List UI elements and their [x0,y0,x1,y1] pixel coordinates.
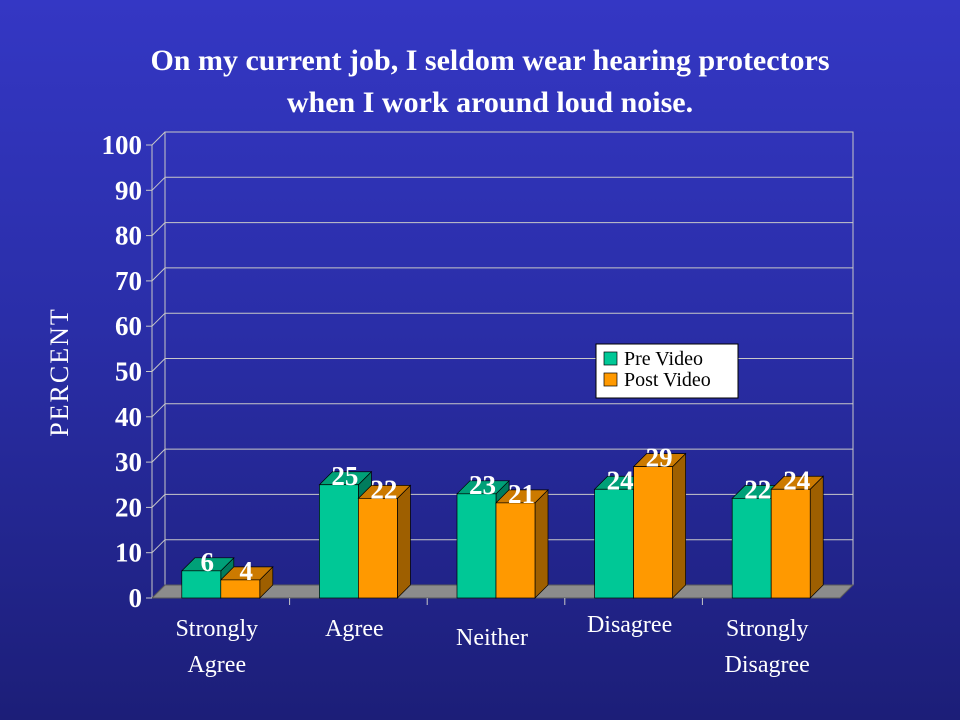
x-category-label: Strongly Agree [175,616,258,678]
data-label: 22 [744,474,771,504]
data-label: 24 [783,465,810,495]
bar-post-video [770,488,811,599]
y-tick-label: 70 [115,266,142,296]
legend-label: Pre Video [624,348,703,370]
x-category-label: Neither [456,625,528,651]
y-tick-label: 90 [115,175,142,205]
data-label: 29 [646,443,673,473]
page-title: On my current job, I seldom wear hearing… [40,40,940,124]
gridline-diag [151,403,166,418]
bar-side [672,452,686,599]
gridline-diag [151,176,166,191]
bar-post-video [220,579,261,599]
data-label: 24 [607,465,634,495]
gridline-diag [151,267,166,282]
y-tick-label: 0 [129,583,143,613]
data-label: 25 [331,461,358,491]
bar-post-video [358,497,398,599]
x-category-label: Agree [325,616,384,642]
category-label-line: Disagree [587,612,672,638]
legend-swatch [603,372,618,387]
category-label-line: Agree [187,652,246,678]
legend-box [595,343,739,399]
y-tick-label: 50 [115,357,142,387]
gridline-diag [151,222,166,236]
x-category-label: Disagree [587,612,672,638]
y-tick-label: 10 [115,538,142,568]
category-label-line: Strongly [175,616,258,642]
gridline-diag [151,448,166,463]
gridline-diag [151,539,166,554]
bar-side [397,484,411,599]
bar-side [534,489,549,599]
category-label-line: Strongly [726,616,809,642]
gridline-diag [151,312,166,327]
bar-post-video [633,466,673,599]
data-label: 21 [508,479,535,509]
y-axis-label: PERCENT [45,307,74,437]
title-line-2: when I work around loud noise. [286,86,694,119]
bar-pre-video [319,484,359,599]
y-tick-label: 30 [115,447,142,477]
bar-pre-video [456,493,497,599]
category-label-line: Neither [456,625,528,651]
y-tick-label: 20 [115,492,142,522]
gridline-diag [151,131,166,146]
gridline-diag [151,358,166,372]
data-label: 23 [469,470,496,500]
y-tick-label: 100 [102,130,143,160]
legend-label: Post Video [624,369,711,391]
legend-swatch [603,351,618,366]
y-tick-label: 40 [115,402,142,432]
data-label: 6 [201,547,215,577]
data-label: 22 [370,474,397,504]
x-category-label: Strongly Disagree [725,616,810,678]
bar-pre-video [594,488,634,599]
y-tick-label: 60 [115,311,142,341]
y-tick-label: 80 [115,221,142,251]
data-label: 4 [240,556,254,586]
category-label-line: Disagree [725,652,810,678]
bar-post-video [495,502,536,599]
category-label-line: Agree [325,616,384,642]
title-line-1: On my current job, I seldom wear hearing… [150,44,830,77]
gridline-diag [151,494,166,508]
bar-side [809,475,824,599]
bar-pre-video [731,497,772,599]
